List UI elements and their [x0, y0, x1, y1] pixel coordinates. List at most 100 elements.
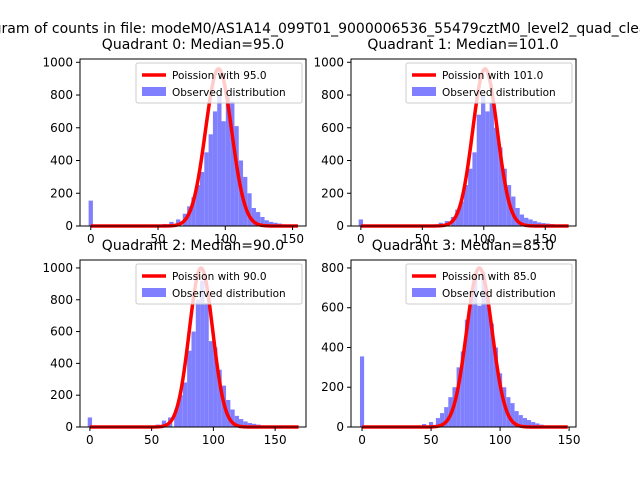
y-tick-label: 0	[65, 420, 73, 434]
x-tick-label: 100	[489, 433, 512, 447]
x-tick-label: 100	[202, 433, 225, 447]
histogram-bar	[204, 302, 209, 427]
subplot-quadrant-0: 0 50 100 150 0 200 400 600 800 1000 Poission with …	[42, 37, 307, 246]
histogram-bar	[472, 152, 477, 226]
histogram-bar	[522, 418, 527, 427]
histogram-bar	[221, 121, 226, 226]
y-tick-label: 600	[321, 301, 344, 315]
x-tick-label: 50	[150, 232, 165, 246]
histogram-bar	[208, 134, 213, 226]
legend-box	[135, 62, 303, 104]
legend-poisson-label: Poission with 90.0	[172, 271, 267, 283]
histogram-bar	[217, 369, 222, 427]
histogram-bar	[191, 197, 196, 226]
histogram-bar	[204, 152, 209, 226]
legend-observed-swatch	[412, 288, 436, 297]
y-tick-label: 600	[50, 121, 73, 135]
histogram-bar	[169, 221, 174, 226]
histogram-bar	[178, 395, 183, 427]
histogram-bar	[230, 101, 235, 226]
histogram-bar	[234, 126, 239, 226]
y-tick-label: 200	[321, 380, 344, 394]
histogram-bar	[176, 219, 181, 226]
legend-observed-label: Observed distribution	[442, 288, 556, 300]
legend-observed-label: Observed distribution	[172, 87, 286, 99]
histogram-bar	[191, 331, 196, 427]
histogram-bar	[268, 221, 274, 226]
histogram-bar	[264, 220, 269, 226]
histogram-bar	[199, 171, 205, 226]
histogram-bar	[510, 403, 515, 427]
histogram-bar	[536, 222, 542, 226]
histogram-bar	[485, 295, 490, 427]
histogram-bar	[182, 382, 188, 427]
x-tick-label: 0	[357, 232, 365, 246]
legend-box	[405, 62, 573, 104]
histogram-bar	[234, 415, 240, 427]
legend-observed-label: Observed distribution	[172, 288, 286, 300]
histogram-bar	[213, 347, 218, 427]
histogram-bar	[498, 373, 503, 427]
x-tick-label: 150	[558, 433, 581, 447]
x-tick-label: 100	[214, 232, 237, 246]
histogram-bar	[515, 207, 520, 226]
histogram-bar	[463, 185, 469, 226]
histogram-bar	[493, 347, 499, 427]
y-tick-label: 800	[321, 261, 344, 275]
histogram-bar	[251, 207, 256, 226]
subplot-title: Quadrant 2: Median=90.0	[102, 238, 284, 254]
histogram-bar	[485, 111, 490, 226]
histogram-bar	[428, 422, 434, 427]
histogram-bar	[247, 193, 252, 226]
histogram-bar	[473, 275, 478, 427]
subplot-title: Quadrant 3: Median=85.0	[372, 238, 554, 254]
histogram-bar	[524, 217, 529, 226]
y-tick-label: 200	[321, 186, 344, 200]
histogram-bar	[489, 103, 494, 226]
histogram-bar	[468, 168, 473, 226]
x-tick-label: 150	[534, 232, 557, 246]
histogram-bar	[464, 319, 470, 427]
y-tick-label: 400	[321, 154, 344, 168]
y-tick-label: 1000	[313, 55, 344, 69]
histogram-bar	[225, 96, 231, 226]
histogram-bar	[528, 219, 533, 226]
legend-observed-swatch	[412, 87, 436, 96]
histogram-bar	[460, 351, 465, 427]
histogram-bar	[174, 409, 179, 427]
histogram-bar	[481, 271, 486, 427]
axes-frame	[350, 259, 577, 428]
histogram-bar	[455, 209, 460, 226]
y-tick-label: 1000	[42, 261, 73, 275]
histogram-bar	[230, 409, 235, 427]
y-tick-label: 600	[50, 325, 73, 339]
histogram-bar	[359, 356, 365, 427]
histogram-bar	[195, 185, 200, 226]
histogram-bar	[260, 216, 265, 226]
histogram-bar	[469, 297, 474, 427]
histogram-bar	[208, 341, 214, 427]
histogram-bar	[200, 280, 205, 427]
y-tick-label: 0	[65, 219, 73, 233]
histogram-bar	[456, 367, 461, 427]
histogram-bar	[187, 350, 192, 427]
histogram-bar	[477, 305, 482, 427]
histogram-bar	[459, 201, 464, 226]
subplot-title: Quadrant 0: Median=95.0	[102, 37, 284, 53]
histogram-bar	[502, 168, 507, 226]
x-tick-label: 50	[423, 433, 438, 447]
histogram-bar	[532, 221, 537, 226]
x-tick-label: 150	[281, 232, 304, 246]
histogram-bar	[526, 420, 532, 427]
legend-poisson-label: Poission with 85.0	[442, 271, 537, 283]
y-tick-label: 800	[50, 88, 73, 102]
histogram-bar	[489, 323, 494, 427]
histogram-bar	[531, 422, 536, 427]
subplot-quadrant-3: 0 50 100 150 0 200 400 600 800 Poission with 85.0…	[321, 238, 580, 447]
histogram-bar	[518, 415, 523, 427]
y-tick-label: 800	[50, 293, 73, 307]
axes-frame	[79, 58, 307, 227]
legend-poisson-label: Poission with 95.0	[172, 70, 267, 82]
x-tick-label: 50	[144, 433, 159, 447]
